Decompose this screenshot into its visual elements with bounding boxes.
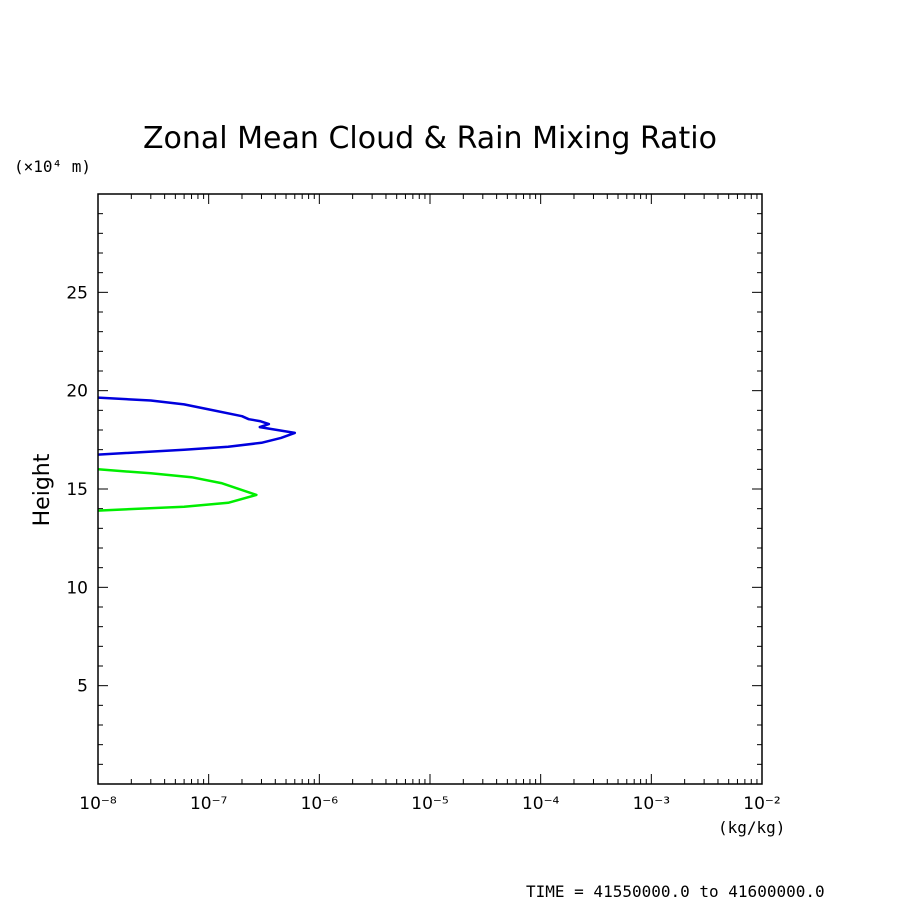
plot-frame	[97, 193, 763, 785]
x-tick-label: 10⁻⁵	[411, 794, 448, 814]
y-tick-label: 10	[66, 578, 88, 598]
x-tick-label: 10⁻²	[743, 794, 780, 814]
time-range-footer: TIME = 41550000.0 to 41600000.0	[526, 882, 825, 901]
y-axis-label: Height	[30, 453, 55, 526]
tick-marks	[97, 194, 763, 784]
x-tick-label: 10⁻³	[633, 794, 670, 814]
x-tick-label: 10⁻⁴	[522, 794, 560, 814]
series-line-1	[97, 396, 297, 456]
x-tick-label: 10⁻⁶	[301, 794, 339, 814]
x-tick-label: 10⁻⁸	[79, 794, 117, 814]
x-tick-label: 10⁻⁷	[190, 794, 228, 814]
series-layer	[97, 396, 297, 512]
x-unit-label: (kg/kg)	[718, 818, 785, 837]
y-tick-label: 15	[66, 480, 88, 500]
y-tick-label: 20	[66, 382, 88, 402]
y-tick-labels: 5 10 15 20 25	[66, 283, 88, 696]
chart-title: Zonal Mean Cloud & Rain Mixing Ratio	[143, 121, 717, 156]
y-tick-label: 25	[66, 283, 88, 303]
x-tick-labels: 10⁻⁸ 10⁻⁷ 10⁻⁶ 10⁻⁵ 10⁻⁴ 10⁻³ 10⁻²	[79, 794, 780, 814]
y-unit-label: (×10⁴ m)	[14, 157, 91, 176]
y-tick-label: 5	[77, 677, 88, 697]
series-line-2	[97, 468, 258, 512]
